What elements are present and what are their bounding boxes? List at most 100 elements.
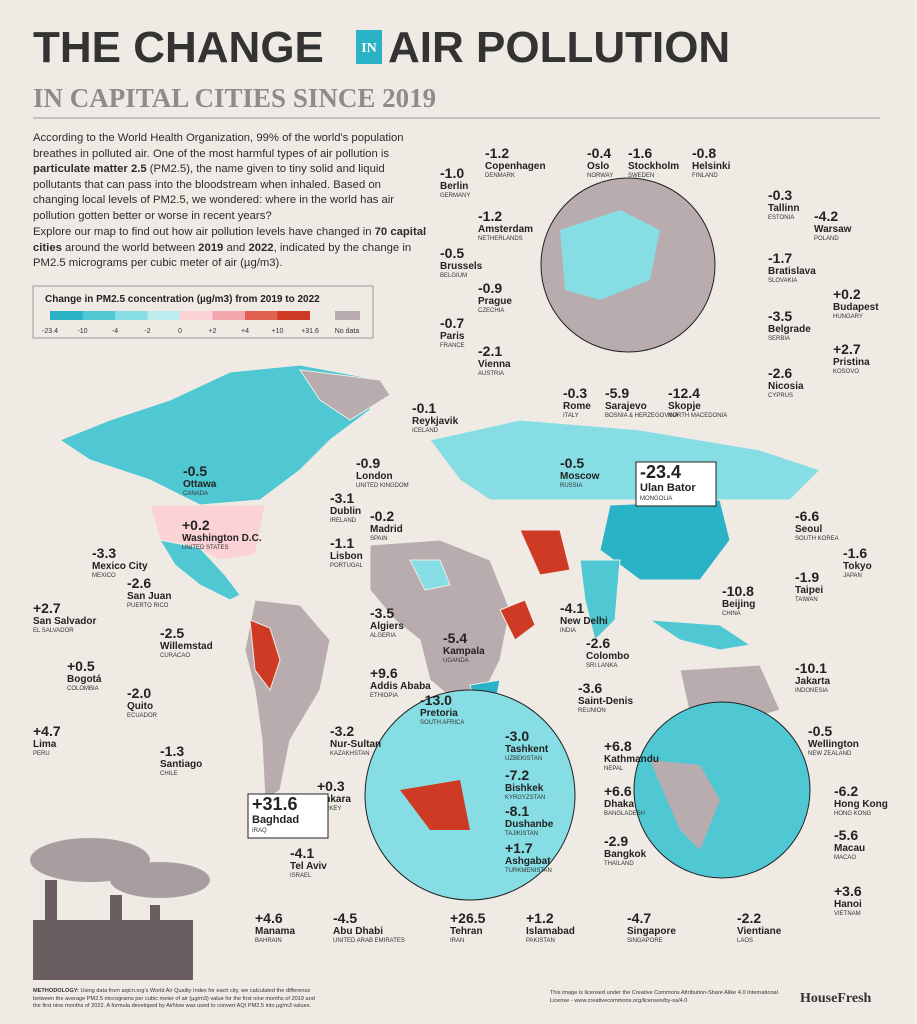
legend-scale: -23.4 -10 -4 -2 0 +2 +4 +10 +31.6 No data [42, 311, 360, 335]
city-name: Budapest [833, 302, 879, 313]
value: -0.9 [356, 455, 380, 471]
value: -0.2 [370, 508, 394, 524]
city-name: Taipei [795, 585, 823, 596]
value: -1.9 [795, 569, 819, 585]
value: +26.5 [450, 910, 486, 926]
title-left: THE CHANGE [33, 23, 324, 72]
country: PORTUGAL [330, 563, 364, 569]
country: HUNGARY [833, 314, 863, 320]
city-name: Ulan Bator [640, 482, 696, 494]
country: COLOMBIA [67, 686, 99, 692]
city-name: Vientiane [737, 926, 782, 937]
city-name: Tashkent [505, 744, 549, 755]
value: -1.3 [160, 743, 184, 759]
city-name: Ashgabat [505, 856, 551, 867]
value: -7.2 [505, 767, 529, 783]
value: -0.5 [440, 245, 464, 261]
value: -10.1 [795, 660, 827, 676]
asia-land [650, 760, 720, 850]
city-name: Vienna [478, 359, 511, 370]
value: -0.4 [587, 145, 611, 161]
value: -2.1 [478, 343, 502, 359]
value: -1.6 [628, 145, 652, 161]
subtitle: IN CAPITAL CITIES SINCE 2019 [33, 83, 436, 113]
value: -3.6 [578, 680, 602, 696]
country: BAHRAIN [255, 938, 282, 944]
country: UNITED STATES [182, 545, 228, 551]
value: -3.5 [370, 605, 394, 621]
value: -3.1 [330, 490, 354, 506]
highlight-box [247, 793, 329, 839]
intro-text: (PM2.5), the name given to tiny solid an… [33, 163, 395, 222]
value: -4.1 [290, 845, 314, 861]
country: CZECHIA [478, 308, 504, 314]
country: REUNION [578, 708, 606, 714]
value: -3.0 [505, 728, 529, 744]
legend-tick: +10 [272, 328, 284, 335]
intro-text: Explore our map to find out how air poll… [33, 226, 375, 238]
value: +0.5 [67, 658, 95, 674]
country: SLOVAKIA [768, 278, 797, 284]
legend-title: Change in PM2.5 concentration (µg/m3) fr… [45, 294, 320, 305]
highlight-box [635, 461, 717, 507]
city-name: Macau [834, 843, 865, 854]
country: UGANDA [443, 658, 469, 664]
value: -3.2 [330, 723, 354, 739]
country: UZBEKISTAN [505, 756, 542, 762]
intro-text: particulate matter 2.5 [33, 163, 147, 175]
asia-inset [633, 701, 811, 879]
value: -12.4 [668, 385, 700, 401]
title-mid: IN [361, 41, 377, 56]
country: TURKMENISTAN [505, 868, 552, 874]
city-name: Paris [440, 331, 465, 342]
value: -2.5 [160, 625, 184, 641]
legend-no-data [335, 311, 360, 320]
factory [30, 838, 210, 980]
country: ALGERIA [370, 633, 396, 639]
country: BANGLADESH [604, 811, 645, 817]
country: IRAQ [252, 828, 267, 834]
value: +0.3 [317, 778, 345, 794]
value: -2.6 [586, 635, 610, 651]
value: +6.8 [604, 738, 632, 754]
country: SOUTH KOREA [795, 536, 839, 542]
city-name: Colombo [586, 651, 629, 662]
country: PAKISTAN [526, 938, 555, 944]
city-name: Singapore [627, 926, 676, 937]
country: CANADA [183, 491, 208, 497]
brand: HouseFresh [800, 991, 872, 1006]
legend-tick: -2 [144, 328, 150, 335]
country: ECUADOR [127, 713, 158, 719]
intro-paragraph: According to the World Health Organizati… [33, 131, 428, 224]
title-right: AIR POLLUTION [388, 23, 730, 72]
city-name: Oslo [587, 161, 609, 172]
city-name: Tel Aviv [290, 861, 327, 872]
country: RUSSIA [560, 483, 582, 489]
value: -0.9 [478, 280, 502, 296]
intro-paragraph: Explore our map to find out how air poll… [33, 225, 428, 272]
intro-text: , indicated by the change in PM2.5 micro… [33, 241, 412, 270]
